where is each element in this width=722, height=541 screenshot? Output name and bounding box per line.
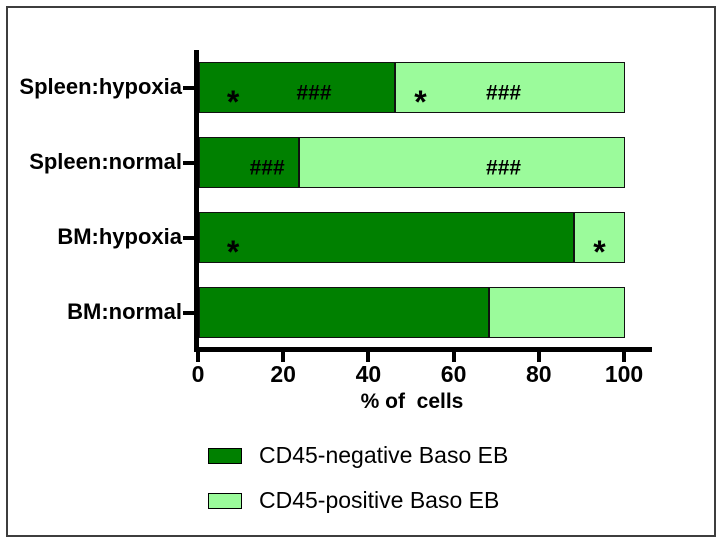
y-axis-line bbox=[194, 50, 199, 352]
significance-hash: ### bbox=[486, 156, 522, 180]
significance-star: * bbox=[226, 84, 240, 120]
x-tick-label: 60 bbox=[440, 361, 467, 387]
bar-segment-cd45-positive bbox=[394, 62, 625, 113]
category-label: BM:hypoxia bbox=[57, 224, 182, 249]
x-tick-label: 100 bbox=[604, 361, 644, 387]
bar-segment-cd45-negative bbox=[199, 62, 395, 113]
legend-label-cd45-negative: CD45-negative Baso EB bbox=[259, 442, 509, 468]
y-axis-tick bbox=[183, 236, 194, 240]
x-axis-tick bbox=[451, 352, 456, 362]
legend-swatch-cd45-positive bbox=[208, 492, 242, 509]
bar-segment-cd45-negative bbox=[199, 212, 574, 263]
x-axis-tick bbox=[536, 352, 541, 362]
significance-star: * bbox=[226, 234, 240, 270]
y-axis-tick bbox=[183, 86, 194, 90]
category-label: Spleen:hypoxia bbox=[19, 74, 182, 99]
y-axis-tick bbox=[183, 311, 194, 315]
x-axis-tick bbox=[281, 352, 286, 362]
x-tick-label: 0 bbox=[191, 361, 205, 387]
significance-star: * bbox=[414, 84, 427, 120]
significance-hash: ### bbox=[249, 156, 285, 180]
y-axis-tick bbox=[183, 161, 194, 165]
bar-segment-cd45-positive bbox=[299, 137, 625, 188]
legend-item-cd45-positive: CD45-positive Baso EB bbox=[208, 487, 508, 513]
category-label: Spleen:normal bbox=[29, 149, 182, 174]
x-axis-tick bbox=[622, 352, 626, 362]
x-tick-label: 20 bbox=[270, 361, 296, 387]
legend-swatch-cd45-negative bbox=[208, 447, 242, 464]
x-axis-tick bbox=[196, 352, 200, 362]
x-tick-label: 80 bbox=[526, 361, 552, 387]
bar-segment-cd45-positive bbox=[573, 212, 625, 263]
x-axis-title: % of cells bbox=[360, 390, 464, 413]
bar-segment-cd45-negative bbox=[199, 137, 300, 188]
x-tick-label: 40 bbox=[355, 361, 382, 387]
significance-hash: ### bbox=[296, 81, 332, 105]
significance-star: * bbox=[593, 234, 606, 270]
category-label: BM:normal bbox=[67, 299, 182, 324]
x-axis-line bbox=[194, 347, 652, 352]
x-axis-tick bbox=[366, 352, 371, 362]
legend-item-cd45-negative: CD45-negative Baso EB bbox=[208, 442, 509, 468]
bar-segment-cd45-negative bbox=[199, 287, 489, 338]
legend-label-cd45-positive: CD45-positive Baso EB bbox=[259, 487, 500, 513]
bar-segment-cd45-positive bbox=[488, 287, 625, 338]
significance-hash: ### bbox=[486, 81, 522, 105]
legend: CD45-negative Baso EB CD45-positive Baso… bbox=[208, 442, 509, 513]
